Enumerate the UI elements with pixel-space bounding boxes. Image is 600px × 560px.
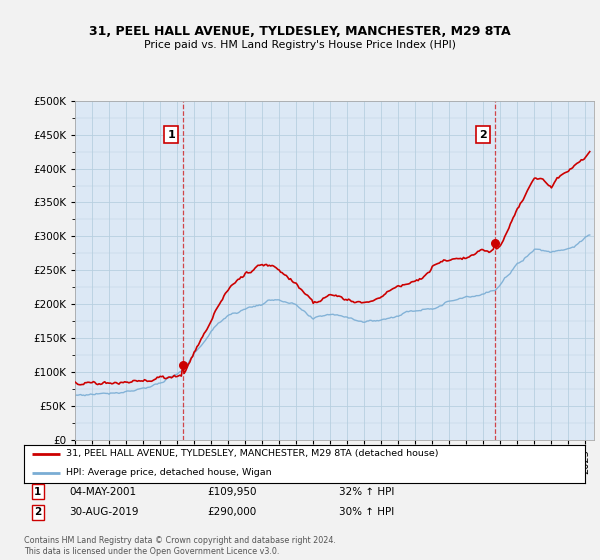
Text: 04-MAY-2001: 04-MAY-2001 [69, 487, 136, 497]
Point [490, 239, 500, 248]
Text: 1: 1 [167, 130, 175, 139]
Text: Contains HM Land Registry data © Crown copyright and database right 2024.
This d: Contains HM Land Registry data © Crown c… [24, 536, 336, 556]
Point [178, 361, 188, 370]
Text: £290,000: £290,000 [207, 507, 256, 517]
Text: 31, PEEL HALL AVENUE, TYLDESLEY, MANCHESTER, M29 8TA: 31, PEEL HALL AVENUE, TYLDESLEY, MANCHES… [89, 25, 511, 38]
Text: 2: 2 [479, 130, 487, 139]
Text: HPI: Average price, detached house, Wigan: HPI: Average price, detached house, Wiga… [66, 468, 272, 477]
Text: 1: 1 [34, 487, 41, 497]
Text: £109,950: £109,950 [207, 487, 257, 497]
Text: 31, PEEL HALL AVENUE, TYLDESLEY, MANCHESTER, M29 8TA (detached house): 31, PEEL HALL AVENUE, TYLDESLEY, MANCHES… [66, 449, 439, 458]
Text: 30% ↑ HPI: 30% ↑ HPI [339, 507, 394, 517]
Text: 30-AUG-2019: 30-AUG-2019 [69, 507, 139, 517]
Text: Price paid vs. HM Land Registry's House Price Index (HPI): Price paid vs. HM Land Registry's House … [144, 40, 456, 50]
Text: 2: 2 [34, 507, 41, 517]
Text: 32% ↑ HPI: 32% ↑ HPI [339, 487, 394, 497]
